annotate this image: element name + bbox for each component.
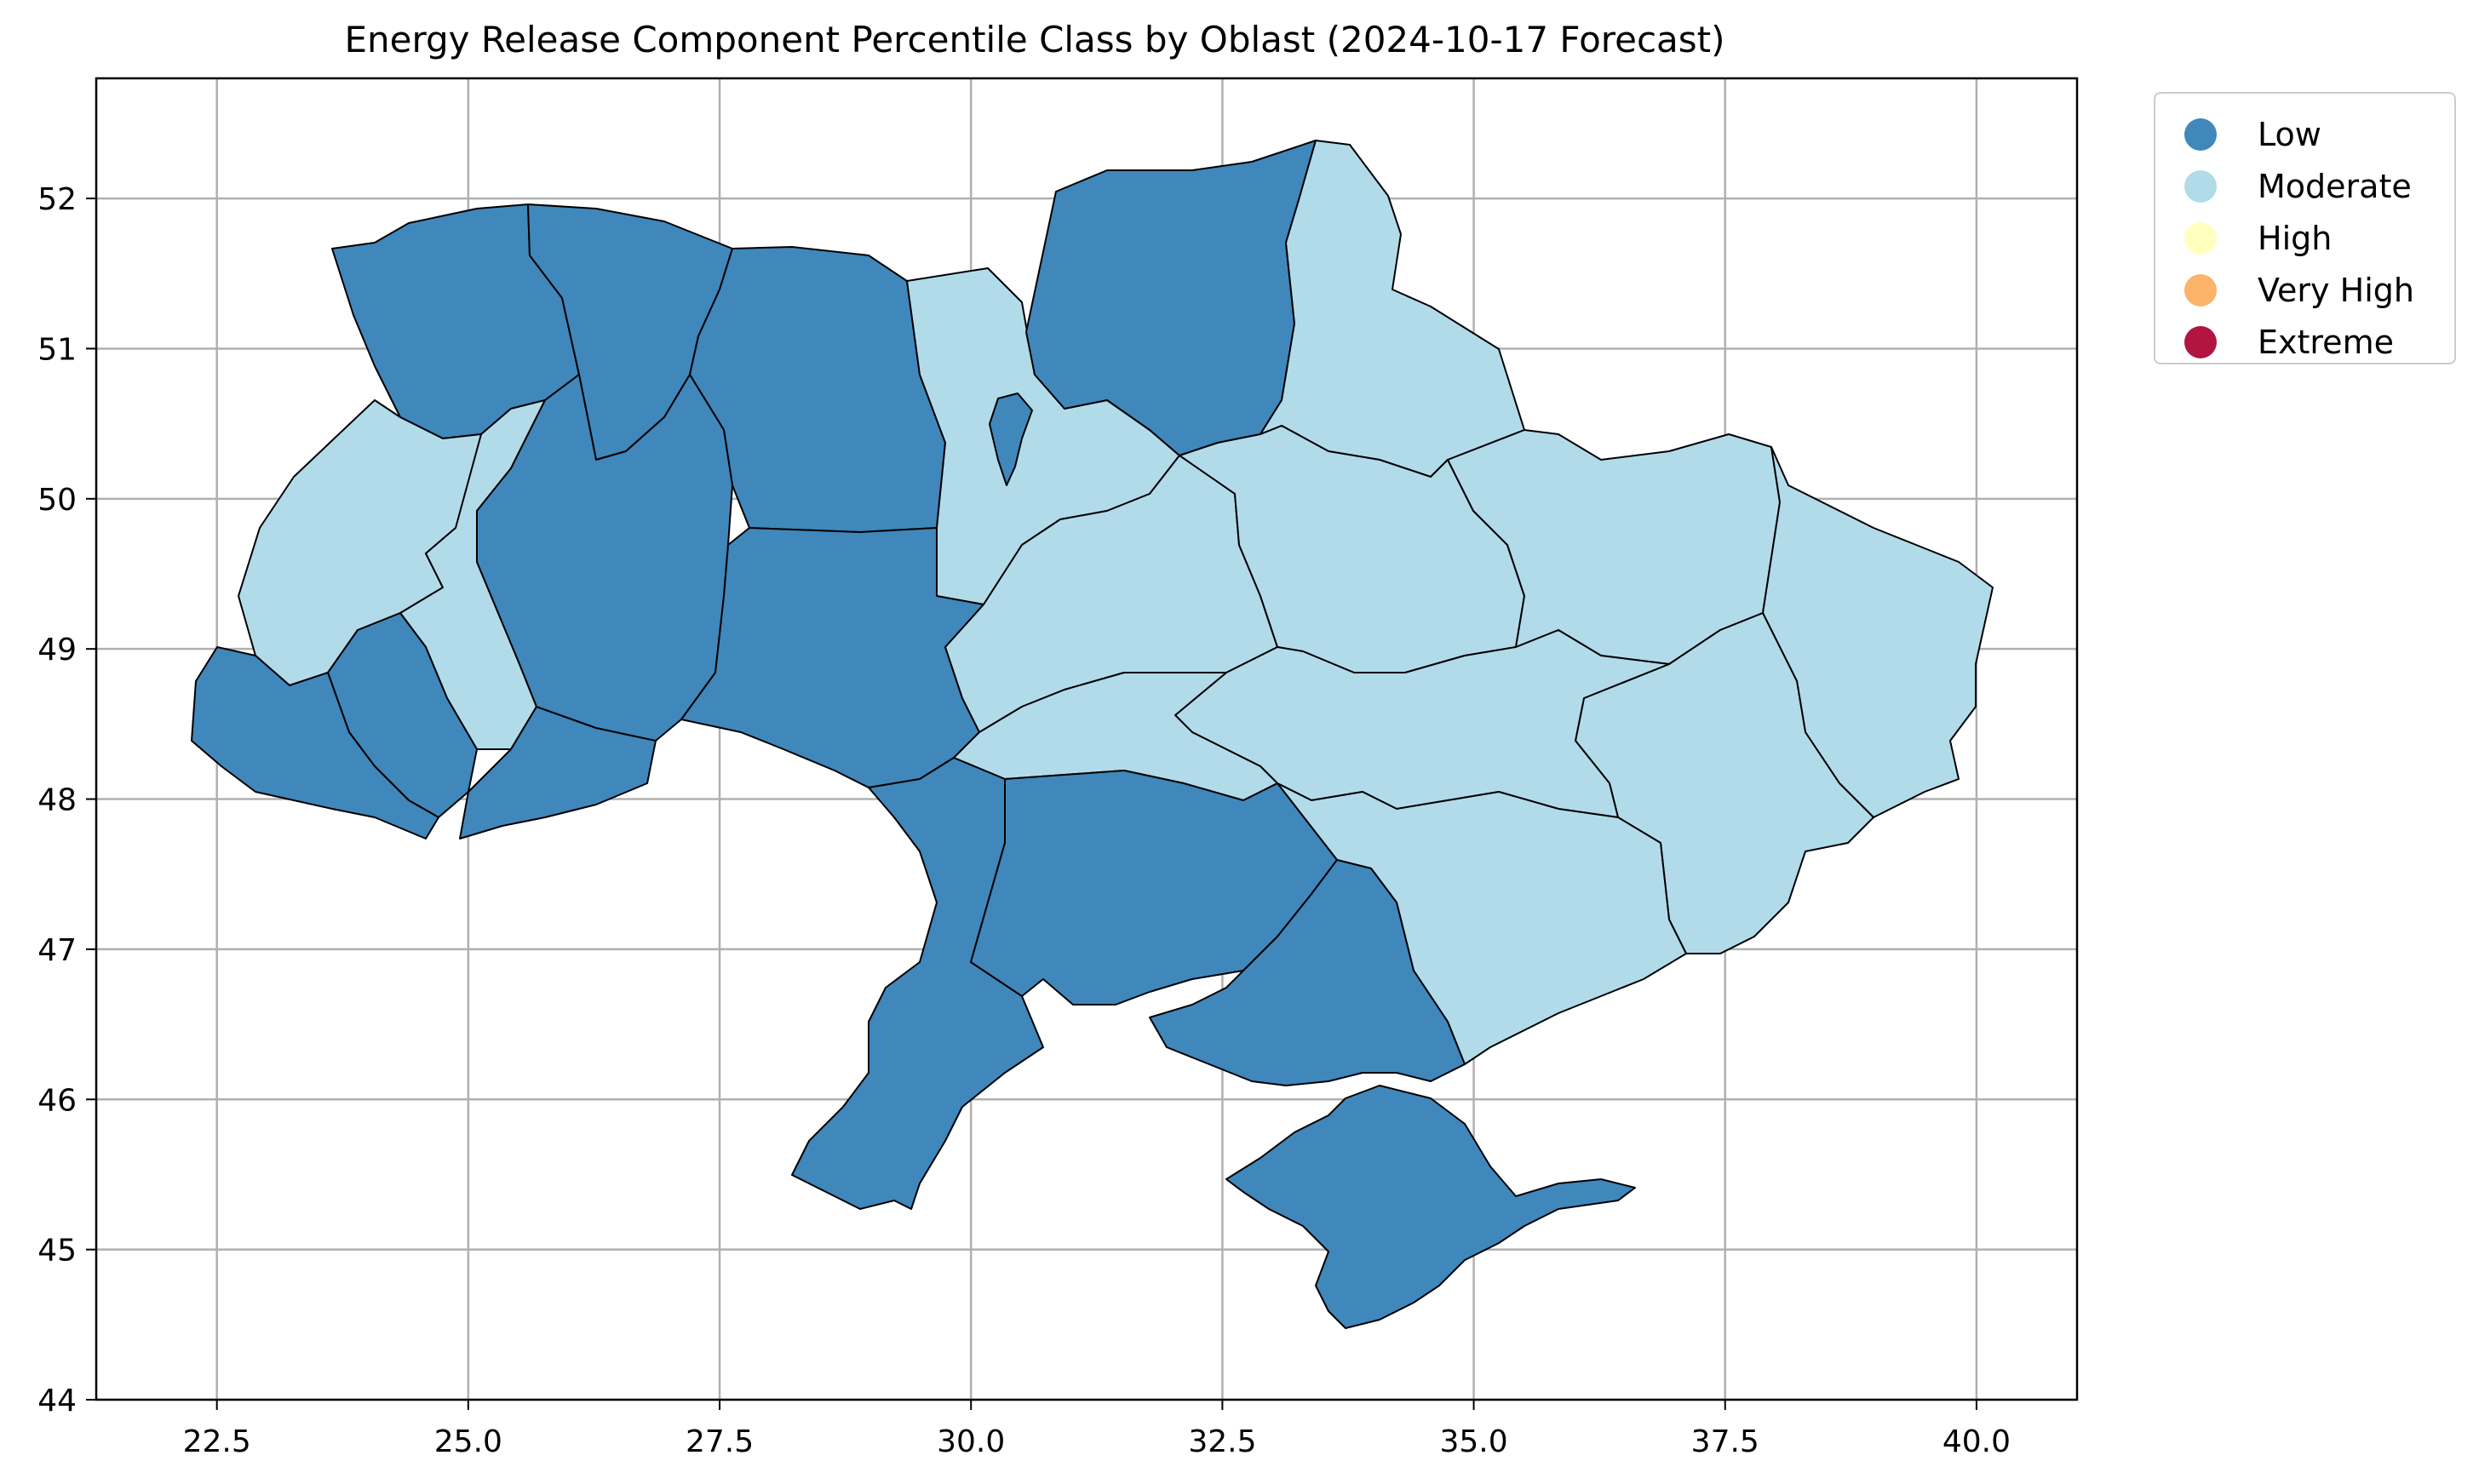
plot-frame (95, 77, 2079, 1401)
legend-marker (2184, 170, 2217, 203)
region-mykolaiv (970, 770, 1338, 1006)
legend-marker (2184, 118, 2217, 151)
x-tick-label: 32.5 (1188, 1424, 1256, 1459)
legend-item-moderate: Moderate (2184, 166, 2412, 207)
y-axis-ticks: 44 45 46 47 48 49 50 51 52 (37, 182, 96, 1418)
legend-item-low: Low (2184, 114, 2321, 155)
legend-label: Extreme (2258, 324, 2394, 361)
x-tick-label: 25.0 (434, 1424, 502, 1459)
legend-marker (2184, 326, 2217, 358)
y-tick-label: 48 (37, 783, 77, 818)
region-chernihiv (1025, 140, 1317, 456)
y-tick-label: 47 (37, 933, 77, 968)
legend-item-extreme: Extreme (2184, 322, 2394, 363)
region-kherson (1149, 859, 1466, 1086)
region-zakarpattia (191, 646, 439, 839)
map-title: Energy Release Component Percentile Clas… (344, 19, 1725, 60)
y-tick-label: 49 (37, 633, 77, 668)
legend-label: High (2258, 220, 2333, 257)
x-tick-label: 35.0 (1439, 1424, 1507, 1459)
x-tick-label: 27.5 (686, 1424, 754, 1459)
region-chernivtsi (459, 706, 657, 839)
y-tick-label: 46 (37, 1083, 77, 1118)
region-crimea (1225, 1085, 1636, 1329)
x-tick-label: 22.5 (183, 1424, 251, 1459)
legend-item-very-high: Very High (2184, 270, 2414, 311)
x-tick-label: 37.5 (1691, 1424, 1759, 1459)
y-tick-label: 51 (37, 332, 77, 367)
legend-marker (2184, 222, 2217, 255)
legend-item-high: High (2184, 218, 2332, 259)
y-tick-label: 52 (37, 182, 77, 217)
oblast-regions (191, 140, 1994, 1329)
legend-label: Very High (2258, 272, 2414, 309)
x-tick-label: 30.0 (937, 1424, 1005, 1459)
legend-label: Low (2258, 116, 2321, 153)
legend-marker (2184, 274, 2217, 307)
legend: Low Moderate High Very High Extreme (2154, 92, 2456, 364)
y-tick-label: 44 (37, 1384, 77, 1418)
y-tick-label: 45 (37, 1234, 77, 1269)
region-kyiv-city (989, 392, 1033, 486)
x-tick-label: 40.0 (1942, 1424, 2011, 1459)
x-axis-ticks: 22.5 25.0 27.5 30.0 32.5 35.0 37.5 40.0 (183, 1400, 2011, 1459)
y-tick-label: 50 (37, 483, 77, 518)
legend-label: Moderate (2258, 168, 2412, 205)
